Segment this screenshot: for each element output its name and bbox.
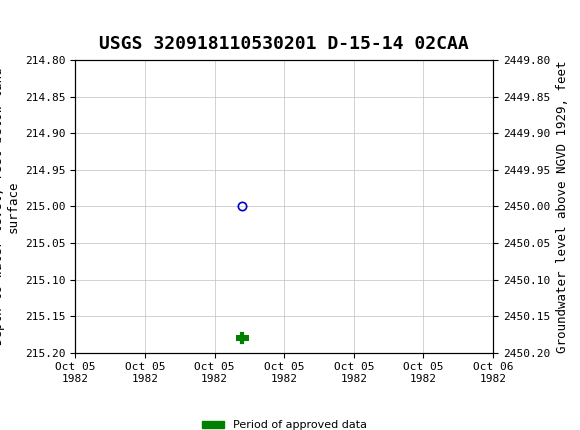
Bar [235,335,249,341]
Legend: Period of approved data: Period of approved data [197,416,371,430]
Y-axis label: Depth to water level, feet below land
surface: Depth to water level, feet below land su… [0,68,20,345]
Title: USGS 320918110530201 D-15-14 02CAA: USGS 320918110530201 D-15-14 02CAA [99,35,469,53]
Y-axis label: Groundwater level above NGVD 1929, feet: Groundwater level above NGVD 1929, feet [556,60,568,353]
Text: ≡USGS: ≡USGS [12,16,88,35]
